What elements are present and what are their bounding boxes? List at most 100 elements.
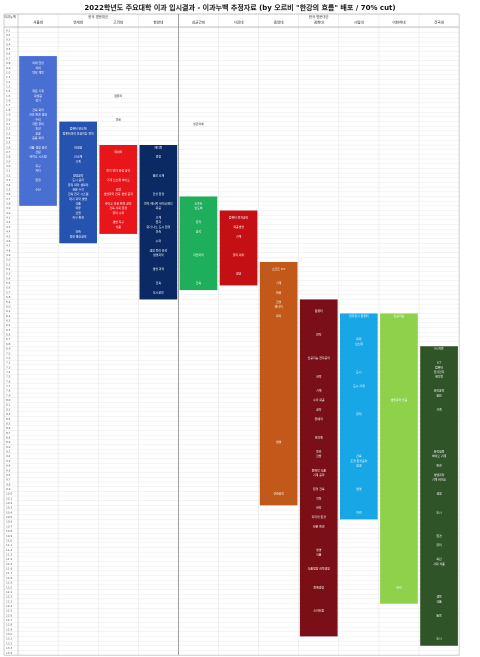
major-label: 치의	[35, 65, 41, 70]
major-label: 식품	[436, 598, 442, 603]
major-label: 대기 과학 생명	[69, 196, 87, 201]
row-label: 6.8	[6, 342, 11, 346]
major-label: 화학	[356, 336, 362, 341]
major-label: 지리	[356, 509, 362, 514]
row-label: 0.9	[6, 66, 11, 70]
row-label: 0.5	[6, 47, 11, 51]
major-label: 생명	[356, 486, 362, 491]
major-label: 화학공학	[434, 388, 445, 393]
row-label: 5.3	[6, 272, 11, 276]
row-label: 5.9	[6, 300, 11, 304]
row-label: 9.0	[6, 445, 11, 449]
major-label: 원예학 식품	[312, 467, 327, 472]
major-label: 산림	[35, 149, 41, 154]
row-label: 13.1	[6, 637, 12, 641]
row-label: 3.5	[6, 187, 11, 191]
university-block[interactable]	[259, 262, 298, 506]
major-label: 데이터	[114, 149, 122, 154]
major-label: 천문 수학	[72, 186, 84, 191]
major-label: 물리 화학	[233, 252, 245, 257]
major-label: 사회 식품	[433, 561, 445, 566]
row-label: 7.2	[6, 361, 11, 365]
row-label: 2.6	[6, 145, 11, 149]
university-header: 경희대	[314, 20, 324, 25]
major-label: 유기 나노 도시 환경	[146, 224, 170, 229]
major-label: 전자	[196, 219, 202, 224]
major-label: 건축	[356, 453, 362, 458]
major-label: 건설	[276, 299, 282, 304]
row-label: 3.9	[6, 206, 11, 210]
row-label: 12.4	[6, 604, 12, 608]
major-label: 스마트팜	[313, 608, 324, 613]
major-label: 기계 바이오	[432, 477, 447, 482]
major-label: 기계 신소재 바이오	[107, 177, 130, 182]
major-label: 기계	[276, 280, 282, 285]
row-label: 1.2	[6, 80, 11, 84]
row-label: 13.3	[6, 646, 12, 650]
university-block[interactable]	[139, 145, 178, 300]
row-label: 10.8	[6, 529, 12, 533]
major-label: 수학 화공	[313, 397, 325, 402]
row-label: 8.3	[6, 412, 11, 416]
university-block[interactable]	[99, 145, 138, 234]
major-label: 기계	[156, 215, 162, 220]
university-block[interactable]	[179, 196, 218, 291]
major-label: 수학	[156, 238, 162, 243]
row-label: 8.8	[6, 436, 11, 440]
row-label: 12.5	[6, 609, 12, 613]
row-label: 4.2	[6, 220, 11, 224]
major-label: 생명	[276, 439, 282, 444]
row-label: 5.6	[6, 286, 11, 290]
major-label: 자유	[116, 135, 122, 140]
row-label: 0.3	[6, 38, 11, 42]
university-block[interactable]	[19, 56, 57, 206]
row-label: 5.4	[6, 276, 11, 280]
major-label: 전자 에너지 바이오메디	[144, 201, 173, 206]
major-label: 인공지능	[394, 313, 405, 318]
row-label: 0.7	[6, 56, 11, 60]
row-label: 9.7	[6, 478, 11, 482]
major-label: 컴퓨터 반도체	[70, 126, 87, 131]
major-label: ICT	[437, 361, 442, 365]
major-label: 원자	[156, 219, 162, 224]
major-label: 건축공학	[273, 491, 284, 496]
university-block[interactable]	[380, 313, 418, 604]
side-note: 컴퓨터	[114, 93, 122, 98]
major-label: 생명과학	[434, 472, 445, 477]
major-label: 동물	[436, 613, 442, 617]
major-label: 생명공학	[73, 172, 84, 177]
major-label: 물리 수학	[112, 210, 124, 215]
row-label: 4.4	[6, 230, 11, 234]
major-label: 컴퓨터	[435, 364, 443, 369]
university-block[interactable]	[340, 313, 378, 520]
major-label: 의류	[75, 205, 81, 210]
major-label: 바이오 시스템	[30, 154, 47, 159]
university-block[interactable]	[420, 346, 458, 646]
row-label: 9.9	[6, 487, 11, 491]
major-label: 조경 환경공학	[350, 458, 367, 463]
university-block[interactable]	[219, 210, 258, 286]
university-block[interactable]	[299, 299, 338, 637]
row-label: 8.6	[6, 426, 11, 430]
group-header: 한국 명문대군	[88, 14, 108, 19]
row-label: 11.3	[6, 553, 12, 557]
major-label: 도시	[356, 370, 362, 374]
group-header: 한국 명문대군	[309, 14, 329, 19]
row-label: 7.9	[6, 393, 11, 397]
major-label: 화학	[396, 584, 402, 589]
major-label: 건축	[196, 280, 202, 285]
row-label: 10.3	[6, 506, 12, 510]
major-label: 화공생명	[233, 224, 244, 229]
row-label: 11.0	[6, 538, 12, 542]
row-label: 6.4	[6, 323, 11, 327]
row-label: 4.7	[6, 244, 11, 248]
university-header: 성균관대	[192, 20, 205, 25]
row-label: 9.2	[6, 454, 11, 458]
university-block[interactable]	[59, 121, 97, 244]
row-label: 5.2	[6, 267, 11, 271]
row-label: 3.8	[6, 202, 11, 206]
row-label: 1.9	[6, 113, 11, 117]
row-label: 7.0	[6, 351, 11, 355]
row-label: 7.8	[6, 389, 11, 393]
